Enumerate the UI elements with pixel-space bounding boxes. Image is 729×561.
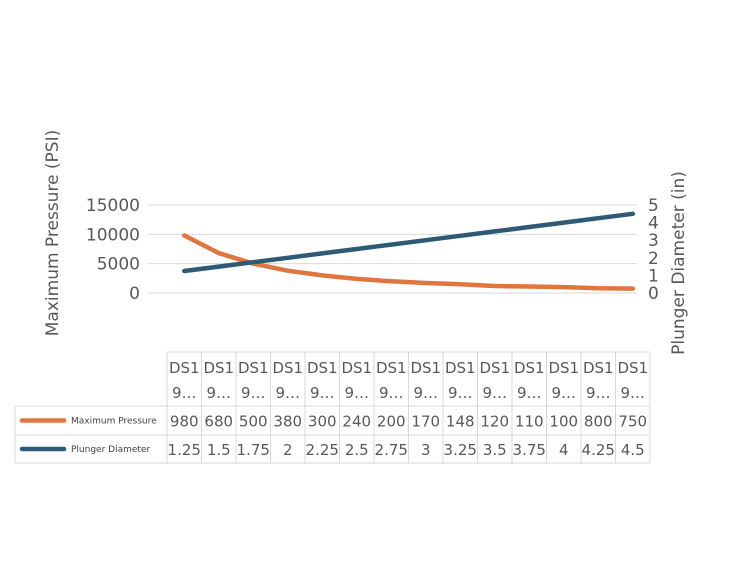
- category-label-line2: 9…: [551, 384, 576, 402]
- category-label-line1: DS1: [376, 359, 407, 377]
- table-cell: 110: [515, 413, 544, 431]
- table-cell: 680: [204, 413, 233, 431]
- right-tick-label: 2: [648, 249, 659, 269]
- left-axis-ticks: 15000 10000 5000 0: [86, 196, 140, 304]
- category-label-line1: DS1: [307, 359, 338, 377]
- legend-label: Maximum Pressure: [71, 417, 157, 427]
- left-tick-label: 15000: [86, 196, 140, 216]
- left-axis-title: Maximum Pressure (PSI): [43, 130, 63, 336]
- category-label-line1: DS1: [169, 359, 200, 377]
- left-tick-label: 0: [129, 284, 140, 304]
- table-cell: 148: [446, 413, 475, 431]
- table-cell: 1.5: [207, 441, 231, 459]
- category-label-line1: DS1: [272, 359, 303, 377]
- right-tick-label: 5: [648, 196, 659, 216]
- right-tick-label: 4: [648, 214, 659, 234]
- table-cell: 750: [618, 413, 647, 431]
- category-label-line1: DS1: [617, 359, 648, 377]
- category-label-line1: DS1: [479, 359, 510, 377]
- legend-label: Plunger Diameter: [71, 445, 150, 455]
- category-label-line1: DS1: [583, 359, 614, 377]
- table-cell: 300: [308, 413, 337, 431]
- category-label-line1: DS1: [341, 359, 372, 377]
- table-cell: 240: [342, 413, 371, 431]
- category-label-line2: 9…: [344, 384, 369, 402]
- left-tick-label: 10000: [86, 225, 140, 245]
- right-axis-title: Plunger Diameter (in): [669, 171, 689, 355]
- data-table: DS1 9… DS1 9… DS1 9… DS1 9… DS1 9… DS1 9… DS1 9… DS1 9……: [14, 351, 651, 464]
- table-cell: 4: [559, 441, 569, 459]
- category-label-line1: DS1: [203, 359, 234, 377]
- category-label-line1: DS1: [445, 359, 476, 377]
- table-cell: 2.75: [375, 441, 408, 459]
- table-cell: 380: [273, 413, 302, 431]
- right-tick-label: 1: [648, 266, 659, 286]
- left-tick-label: 5000: [97, 255, 140, 275]
- table-cell: 1.25: [168, 441, 201, 459]
- series-line-maximum-pressure: [182, 233, 636, 291]
- right-tick-label: 3: [648, 231, 659, 251]
- table-cell: 3.5: [483, 441, 507, 459]
- table-cell: 3.75: [513, 441, 546, 459]
- right-tick-label: 0: [648, 284, 659, 304]
- table-cell: 3: [421, 441, 431, 459]
- table-cell: 2: [283, 441, 293, 459]
- table-cell: 200: [377, 413, 406, 431]
- category-label-line2: 9…: [620, 384, 645, 402]
- table-cell: 800: [584, 413, 613, 431]
- table-cell: 2.5: [345, 441, 369, 459]
- category-label-line2: 9…: [310, 384, 335, 402]
- table-cell: 100: [549, 413, 578, 431]
- series-lines: [182, 211, 636, 291]
- category-label-line2: 9…: [586, 384, 611, 402]
- table-cell: 980: [170, 413, 199, 431]
- category-label-line2: 9…: [482, 384, 507, 402]
- category-label-line2: 9…: [172, 384, 197, 402]
- category-label-line1: DS1: [238, 359, 269, 377]
- table-cell: 120: [480, 413, 509, 431]
- table-cell: 2.25: [306, 441, 339, 459]
- series-line-plunger-diameter: [182, 211, 636, 274]
- category-label-line2: 9…: [379, 384, 404, 402]
- table-cell: 4.25: [582, 441, 615, 459]
- table-cell: 500: [239, 413, 268, 431]
- category-label-line2: 9…: [448, 384, 473, 402]
- table-cell: 4.5: [621, 441, 645, 459]
- category-label-line2: 9…: [206, 384, 231, 402]
- table-cell: 1.75: [237, 441, 270, 459]
- table-cell: 170: [411, 413, 440, 431]
- category-label-line2: 9…: [413, 384, 438, 402]
- category-label-line1: DS1: [514, 359, 545, 377]
- category-label-line1: DS1: [548, 359, 579, 377]
- category-label-line2: 9…: [241, 384, 266, 402]
- category-label-line2: 9…: [517, 384, 542, 402]
- table-cell: 3.25: [444, 441, 477, 459]
- category-label-line2: 9…: [275, 384, 300, 402]
- category-label-line1: DS1: [410, 359, 441, 377]
